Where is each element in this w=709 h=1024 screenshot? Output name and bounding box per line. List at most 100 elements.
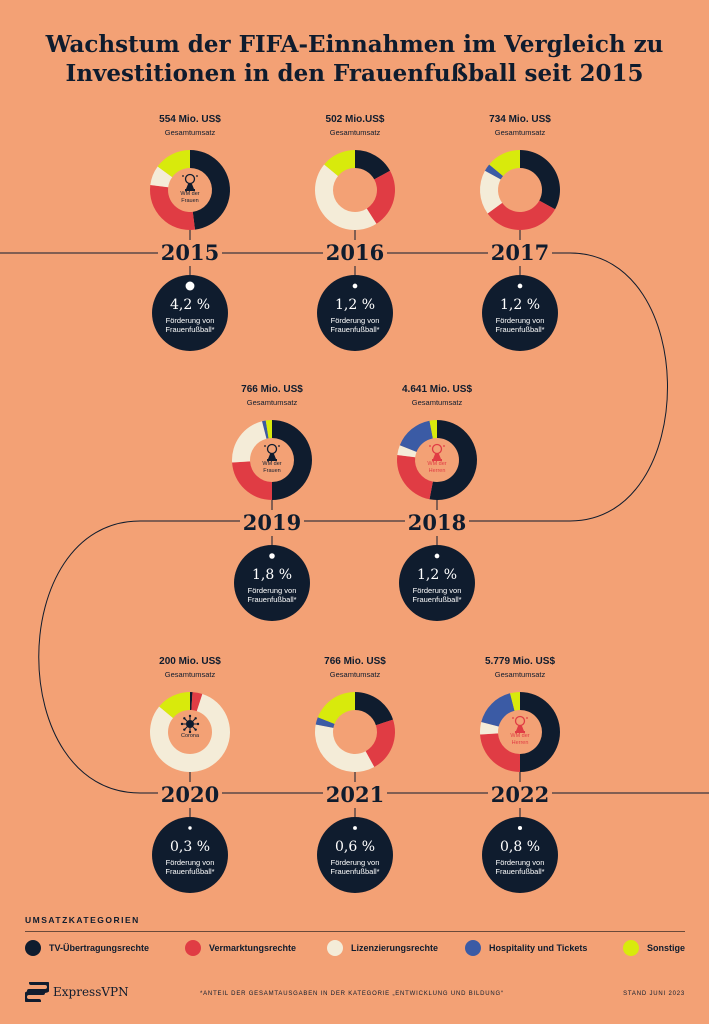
page-title: Wachstum der FIFA-Einnahmen im Vergleich… — [0, 30, 709, 88]
legend-title: UMSATZKATEGORIEN — [25, 915, 140, 925]
year-label-bg — [488, 240, 552, 266]
donut-center-label: WM der Frauen — [247, 461, 297, 474]
donut-slice-2019-4 — [265, 420, 272, 439]
donut-slice-2018-4 — [429, 420, 437, 439]
revenue-total-label: Gesamtumsatz — [164, 670, 216, 679]
trophy-icon — [512, 715, 528, 733]
women-share-dot — [269, 553, 275, 559]
legend-swatch-icon — [185, 940, 201, 956]
women-share-value: 0,3 % — [169, 839, 211, 855]
donut-slice-2015-1 — [150, 184, 196, 230]
revenue-total-label: Gesamtumsatz — [411, 398, 463, 407]
women-share-value: 0,8 % — [499, 839, 541, 855]
women-share-dot — [188, 826, 192, 830]
revenue-total-label: Gesamtumsatz — [246, 398, 298, 407]
women-share-value: 0,6 % — [334, 839, 376, 855]
revenue-total: 5.779 Mio. US$ — [484, 656, 556, 667]
donut-slice-2018-0 — [429, 420, 477, 500]
revenue-total: 734 Mio. US$ — [489, 114, 551, 125]
trophy-icon — [264, 443, 280, 461]
donut-slice-2020-2 — [149, 693, 230, 772]
legend-label: Lizenzierungsrechte — [351, 943, 439, 953]
revenue-total: 502 Mio.US$ — [325, 114, 385, 125]
donut-slice-2022-4 — [510, 692, 520, 711]
virus-icon — [180, 714, 200, 734]
legend-item: Vermarktungsrechte — [185, 940, 296, 956]
women-share-circle — [317, 275, 393, 351]
donut-slice-2017-3 — [484, 164, 504, 180]
year-label-bg — [488, 782, 552, 808]
year-label: 2015 — [160, 240, 220, 265]
donut-center-label: WM der Herren — [412, 461, 462, 474]
year-label: 2018 — [407, 510, 467, 535]
women-share-circle — [234, 545, 310, 621]
center-label-line: Corona — [180, 733, 200, 739]
donut-slice-2016-4 — [324, 150, 355, 176]
legend-label: Hospitality und Tickets — [489, 943, 588, 953]
revenue-total-label: Gesamtumsatz — [494, 670, 546, 679]
donut-slice-2021-0 — [355, 692, 394, 726]
legend-divider — [25, 931, 685, 932]
legend-label: Sonstige — [647, 943, 686, 953]
revenue-total: 766 Mio. US$ — [324, 656, 386, 667]
center-label-line: WM der — [262, 461, 282, 467]
women-share-label: Förderung von — [495, 316, 545, 325]
donut-center-label: Corona — [165, 733, 215, 740]
women-share-label: Frauenfußball* — [330, 325, 380, 334]
donut-center-label: WM der Frauen — [165, 191, 215, 204]
revenue-total-label: Gesamtumsatz — [164, 128, 216, 137]
year-label: 2020 — [160, 782, 220, 807]
donut-slice-2015-0 — [190, 150, 230, 230]
revenue-total-label: Gesamtumsatz — [329, 670, 381, 679]
donut-slice-2019-1 — [232, 461, 272, 500]
year-label: 2016 — [325, 240, 385, 265]
footnote: *ANTEIL DER GESAMTAUSGABEN IN DER KATEGO… — [200, 991, 504, 997]
women-share-label: Frauenfußball* — [495, 325, 545, 334]
women-share-circle — [317, 817, 393, 893]
legend-item: TV-Übertragungsrechte — [25, 940, 149, 956]
center-label-line: WM der — [180, 191, 200, 197]
revenue-total-label: Gesamtumsatz — [329, 128, 381, 137]
women-share-value: 1,2 % — [499, 297, 541, 313]
women-share-label: Förderung von — [330, 858, 380, 867]
women-share-circle — [482, 817, 558, 893]
women-share-label: Frauenfußball* — [165, 325, 215, 334]
donut-slice-2017-0 — [520, 150, 561, 210]
revenue-total-label: Gesamtumsatz — [494, 128, 546, 137]
donut-slice-2017-2 — [480, 170, 503, 214]
revenue-total: 4.641 Mio. US$ — [401, 384, 473, 395]
women-share-label: Förderung von — [165, 858, 215, 867]
donut-slice-2019-3 — [262, 420, 269, 439]
year-label: 2017 — [490, 240, 550, 265]
center-label-line: Frauen — [263, 467, 281, 474]
title-line-1: Wachstum der FIFA-Einnahmen im Vergleich… — [45, 31, 664, 58]
donut-slice-2016-0 — [355, 150, 391, 180]
donut-slice-2022-0 — [520, 692, 560, 772]
year-label: 2021 — [325, 782, 385, 807]
women-share-dot — [352, 283, 358, 289]
year-label: 2019 — [242, 510, 302, 535]
legend-swatch-icon — [327, 940, 343, 956]
legend-label: Vermarktungsrechte — [209, 943, 297, 953]
donut-slice-2019-0 — [272, 420, 312, 500]
donut-slice-2021-4 — [317, 692, 355, 724]
women-share-value: 1,2 % — [334, 297, 376, 313]
women-share-label: Frauenfußball* — [165, 867, 215, 876]
year-label-bg — [323, 240, 387, 266]
women-share-circle — [399, 545, 475, 621]
year-label-bg — [405, 510, 469, 536]
women-share-value: 4,2 % — [169, 297, 211, 313]
legend-item: Lizenzierungsrechte — [327, 940, 438, 956]
legend-swatch-icon — [623, 940, 639, 956]
women-share-circle — [152, 275, 228, 351]
data-date: STAND JUNI 2023 — [623, 991, 685, 997]
donut-slice-2016-2 — [315, 164, 377, 230]
women-share-dot — [517, 283, 523, 289]
donut-center-label: WM der Herren — [495, 733, 545, 746]
center-label-line: Herren — [511, 739, 529, 746]
donut-slice-2021-1 — [365, 719, 395, 768]
revenue-total: 766 Mio. US$ — [241, 384, 303, 395]
title-line-2: Investitionen in den Frauenfußball seit … — [65, 60, 644, 87]
donut-slice-2015-4 — [157, 150, 190, 178]
